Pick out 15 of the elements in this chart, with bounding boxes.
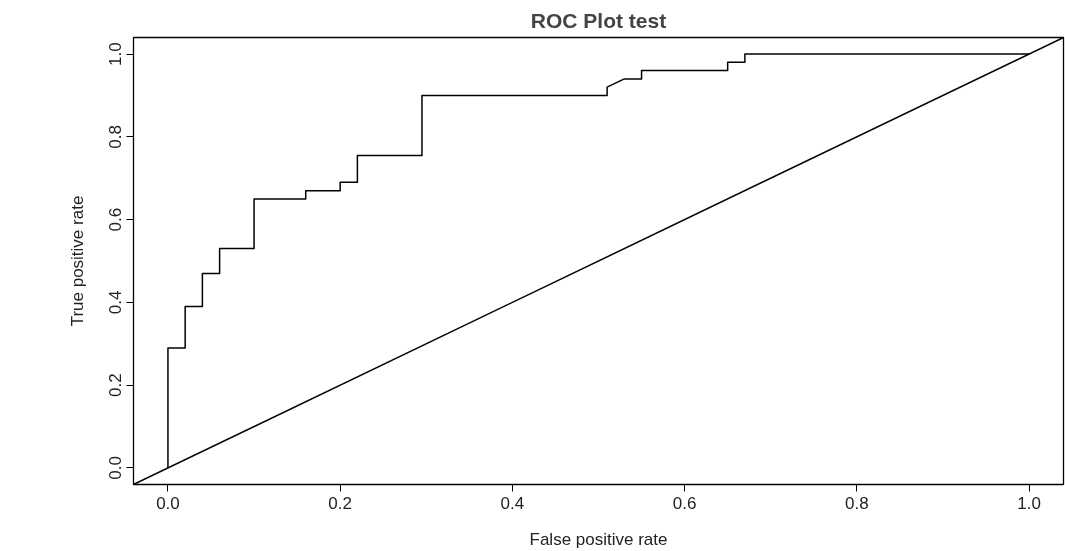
chart-title: ROC Plot test [530, 8, 667, 32]
x-tick-label: 0.0 [156, 493, 180, 513]
x-tick-label: 1.0 [1017, 493, 1041, 513]
y-tick-label: 0.2 [106, 373, 126, 397]
y-tick-label: 0.8 [106, 125, 126, 149]
y-tick-label: 0.4 [106, 290, 126, 315]
x-tick-label: 0.4 [500, 493, 525, 513]
x-axis-title: False positive rate [529, 529, 668, 549]
x-tick-label: 0.8 [845, 493, 869, 513]
y-tick-label: 0.6 [106, 207, 126, 232]
x-tick-label: 0.6 [672, 493, 697, 513]
y-axis-title: True positive rate [67, 195, 87, 327]
y-tick-label: 0.0 [106, 456, 126, 480]
x-tick-label: 0.2 [328, 493, 352, 513]
y-tick-label: 1.0 [106, 42, 126, 66]
